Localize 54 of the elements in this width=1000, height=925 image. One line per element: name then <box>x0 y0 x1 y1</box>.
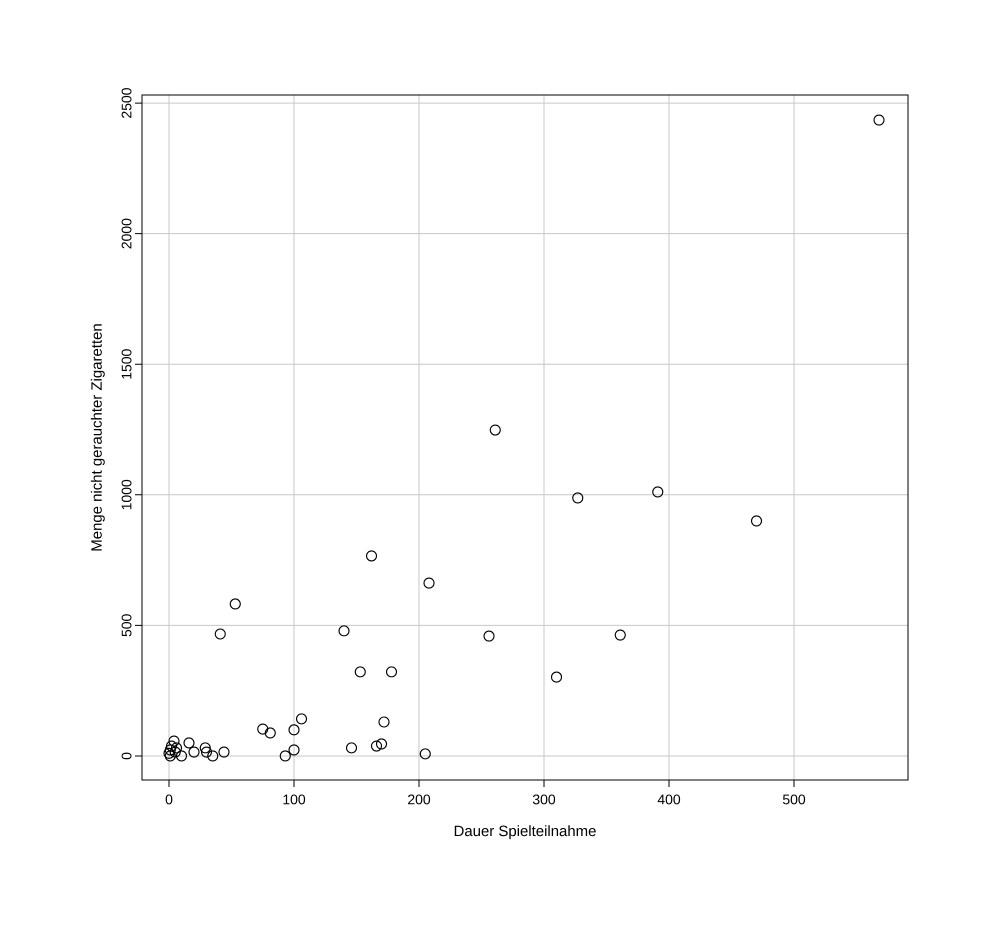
point <box>652 486 664 498</box>
point <box>873 114 885 126</box>
point <box>264 727 276 739</box>
y-tick-label: 0 <box>122 752 132 760</box>
x-tick-label: 200 <box>408 794 430 804</box>
point <box>166 740 178 752</box>
point <box>423 578 435 589</box>
point <box>338 625 350 636</box>
x-tick-label: 100 <box>283 794 306 804</box>
point <box>420 748 431 760</box>
point <box>296 713 308 724</box>
point <box>168 736 180 747</box>
point <box>257 724 268 735</box>
point <box>188 746 200 758</box>
point <box>750 515 762 526</box>
x-axis-title: Dauer Spielteilnahme <box>454 825 596 840</box>
point <box>164 744 176 756</box>
point <box>183 737 195 748</box>
y-tick-label: 2000 <box>122 218 132 248</box>
point <box>200 742 211 754</box>
y-tick-label: 1500 <box>122 349 132 379</box>
point <box>176 750 188 762</box>
point <box>572 492 584 504</box>
y-axis-title: Menge nicht gerauchter Zigaretten <box>90 324 105 550</box>
point <box>346 742 358 754</box>
y-tick-label: 1000 <box>122 480 132 510</box>
x-tick-label: 0 <box>166 794 172 804</box>
y-tick-label: 2500 <box>122 88 132 118</box>
point <box>370 740 382 752</box>
point <box>170 742 182 754</box>
point <box>288 744 300 756</box>
point <box>230 598 241 610</box>
point <box>170 746 181 758</box>
point <box>200 746 212 758</box>
point <box>214 628 226 640</box>
y-tick-label: 500 <box>122 614 132 636</box>
point <box>163 748 175 759</box>
point <box>366 550 378 562</box>
point <box>288 724 300 736</box>
point <box>550 672 562 683</box>
point <box>386 666 398 678</box>
point <box>614 629 626 641</box>
point <box>354 666 366 678</box>
point <box>280 750 291 762</box>
x-tick-label: 500 <box>782 794 806 804</box>
point <box>490 424 501 436</box>
point <box>207 750 218 762</box>
point <box>483 630 495 642</box>
x-tick-label: 300 <box>532 794 556 804</box>
x-tick-label: 400 <box>658 794 680 804</box>
point <box>164 750 176 762</box>
point <box>376 738 388 750</box>
point <box>218 746 230 758</box>
point <box>378 716 390 728</box>
